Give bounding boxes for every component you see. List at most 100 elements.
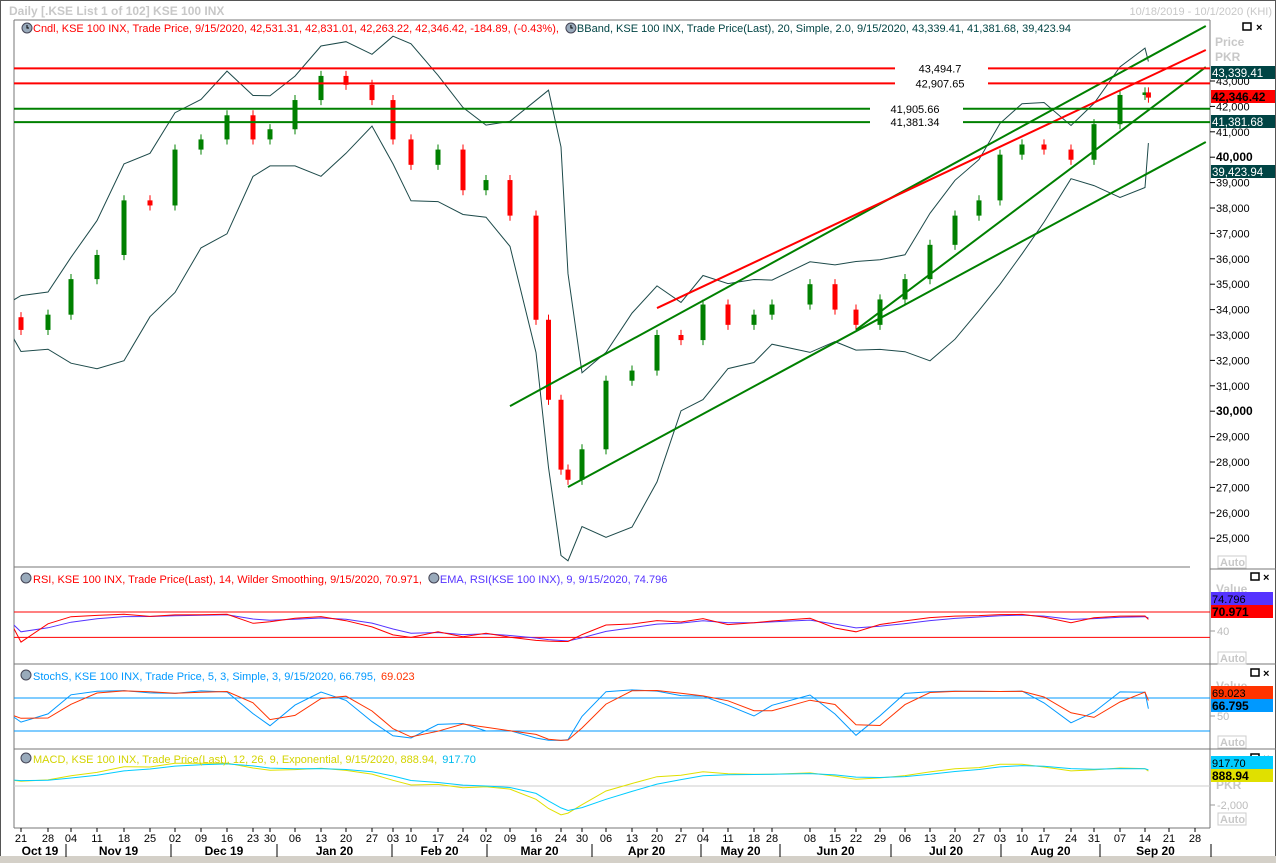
candle[interactable]: [1145, 87, 1151, 103]
candle[interactable]: [292, 94, 298, 135]
candle[interactable]: [224, 110, 230, 145]
trendline[interactable]: [656, 49, 1207, 309]
clock-icon[interactable]: [20, 572, 32, 584]
candle-body: [725, 304, 731, 325]
auto-scale-button[interactable]: [1217, 651, 1247, 665]
clock-icon[interactable]: [428, 572, 440, 584]
candle-body: [533, 215, 539, 320]
candle[interactable]: [853, 304, 859, 330]
candle[interactable]: [507, 174, 513, 221]
candle[interactable]: [533, 210, 539, 325]
price-tick-label: 39,000: [1216, 178, 1250, 190]
candle[interactable]: [997, 149, 1003, 206]
stoch-d-legend-value: 69.023: [381, 671, 415, 683]
auto-label[interactable]: Auto: [1220, 737, 1245, 749]
rsi-value: 70.971: [1212, 605, 1249, 619]
candle[interactable]: [147, 195, 153, 211]
close-icon[interactable]: ×: [1263, 668, 1269, 680]
candle[interactable]: [678, 329, 684, 346]
price-tick-label: 25,000: [1216, 533, 1250, 545]
bb-upper-tag: [1211, 66, 1275, 79]
close-icon[interactable]: ×: [1256, 22, 1262, 34]
candle[interactable]: [460, 144, 466, 196]
candle-body: [558, 399, 564, 470]
trendline[interactable]: [855, 66, 1207, 331]
price-tick-label: 40,000: [1216, 150, 1253, 164]
candle[interactable]: [902, 274, 908, 305]
candle[interactable]: [318, 70, 324, 106]
candle[interactable]: [558, 394, 564, 475]
candle[interactable]: [546, 314, 551, 405]
date-tick-label: 11: [91, 833, 102, 845]
candle[interactable]: [390, 94, 396, 145]
candle[interactable]: [1142, 87, 1148, 101]
candle-body: [198, 139, 204, 150]
candle[interactable]: [1068, 144, 1074, 165]
clock-hand: [26, 25, 29, 29]
candle[interactable]: [769, 299, 775, 320]
candle[interactable]: [198, 134, 204, 155]
maximize-icon[interactable]: [1250, 572, 1260, 581]
price-tick-label: 31,000: [1216, 381, 1250, 393]
date-tick-label: 22: [850, 833, 862, 845]
date-tick-label: 17: [1038, 833, 1050, 845]
candle[interactable]: [94, 249, 100, 285]
stoch-legend: StochS, KSE 100 INX, Trade Price, 5, 3, …: [20, 669, 415, 683]
auto-label[interactable]: Auto: [1220, 814, 1245, 826]
candle[interactable]: [483, 174, 489, 196]
auto-scale-button[interactable]: [1217, 812, 1247, 826]
trendline[interactable]: [509, 25, 1207, 407]
candle[interactable]: [250, 110, 256, 145]
auto-label[interactable]: Auto: [1220, 653, 1245, 665]
month-label: Aug 20: [1030, 844, 1070, 858]
candle-body: [654, 335, 660, 371]
auto-label[interactable]: Auto: [1220, 557, 1245, 569]
clock-icon[interactable]: [20, 752, 32, 764]
stoch-axis-tick: 50: [1217, 711, 1229, 723]
rsi-legend-text: RSI, KSE 100 INX, Trade Price(Last), 14,…: [33, 574, 422, 586]
candle-body: [460, 149, 466, 191]
date-tick-label: 16: [221, 833, 233, 845]
candle[interactable]: [1019, 139, 1025, 160]
candle-body: [94, 254, 100, 280]
price-axis-title: Price: [1215, 35, 1245, 49]
date-tick-label: 10: [1016, 833, 1028, 845]
price-tick-label: 28,000: [1216, 457, 1250, 469]
candle[interactable]: [654, 329, 660, 376]
candle[interactable]: [976, 195, 982, 221]
candle[interactable]: [603, 375, 609, 455]
candle[interactable]: [1041, 139, 1047, 155]
candle[interactable]: [952, 210, 958, 250]
macd-signal-value: 917.70: [1212, 758, 1246, 770]
maximize-icon[interactable]: [1242, 22, 1252, 31]
price-axis-unit: PKR: [1215, 50, 1241, 64]
candle[interactable]: [267, 124, 273, 145]
candle[interactable]: [343, 70, 349, 90]
candle-body: [483, 180, 489, 191]
candle[interactable]: [579, 444, 585, 485]
clock-icon[interactable]: [20, 669, 32, 681]
auto-scale-button[interactable]: [1217, 555, 1247, 569]
candle[interactable]: [927, 239, 933, 285]
candle[interactable]: [629, 365, 635, 386]
rsi-panel: [14, 611, 1210, 643]
candle[interactable]: [121, 195, 127, 261]
candle[interactable]: [408, 134, 414, 170]
close-icon[interactable]: ×: [1263, 572, 1269, 584]
candle[interactable]: [725, 299, 731, 330]
candle[interactable]: [565, 464, 571, 485]
candle[interactable]: [45, 309, 51, 335]
candle[interactable]: [807, 279, 813, 310]
trendline[interactable]: [567, 141, 1207, 488]
auto-scale-button[interactable]: [1217, 735, 1247, 749]
candle[interactable]: [832, 279, 838, 315]
candle[interactable]: [18, 312, 24, 335]
macd-panel: [14, 762, 1210, 816]
candle[interactable]: [700, 299, 706, 346]
maximize-icon[interactable]: [1250, 668, 1260, 677]
candle[interactable]: [751, 309, 757, 330]
candle[interactable]: [68, 274, 74, 320]
candle[interactable]: [1091, 119, 1097, 165]
candle[interactable]: [172, 144, 178, 211]
candle[interactable]: [435, 144, 441, 170]
